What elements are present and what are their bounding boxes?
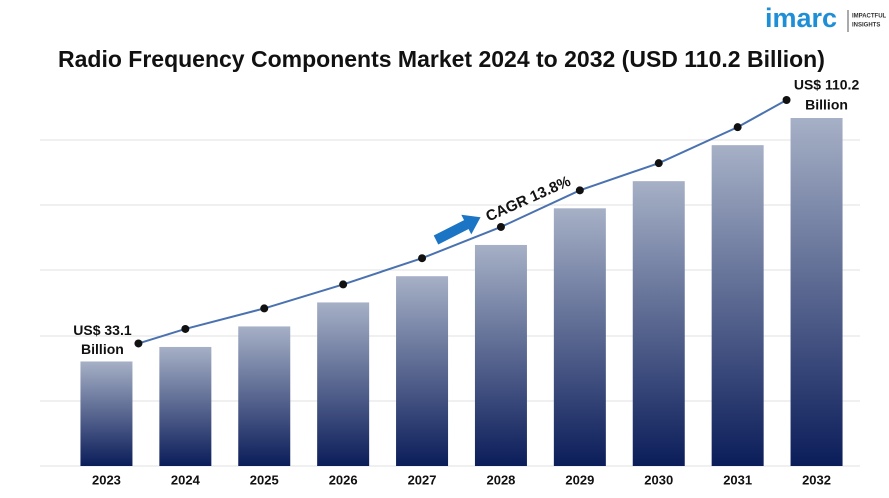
trend-dot [418, 254, 427, 263]
x-tick-label: 2024 [171, 472, 201, 487]
x-tick-label: 2032 [802, 472, 831, 487]
trend-dot [654, 159, 663, 168]
x-tick-label: 2026 [329, 472, 358, 487]
end-label: Billion [805, 97, 848, 113]
trend-dot [575, 186, 584, 195]
bar [711, 145, 764, 466]
trend-dot [339, 280, 348, 289]
trend-dot [134, 339, 143, 348]
bar [632, 181, 685, 466]
bar [317, 302, 370, 466]
start-label: US$ 33.1 [73, 322, 132, 338]
bar [396, 276, 449, 466]
start-label: Billion [81, 341, 124, 357]
trend-dot [733, 123, 742, 132]
logo-tagline: IMPACTFUL [852, 14, 887, 20]
bar [474, 244, 527, 466]
trend-dot [782, 96, 791, 104]
x-tick-label: 2031 [723, 472, 752, 487]
trend-line [138, 99, 788, 345]
bar [159, 346, 212, 466]
cagr-arrow [433, 214, 481, 245]
trend-dot [496, 222, 505, 231]
bar [80, 361, 133, 466]
bar [238, 326, 291, 466]
bar [790, 118, 843, 466]
end-label: US$ 110.2 [794, 77, 860, 93]
trend-dot [260, 304, 269, 313]
logo-tagline: INSIGHTS [852, 23, 880, 29]
x-tick-label: 2025 [250, 472, 279, 487]
x-tick-label: 2030 [644, 472, 673, 487]
x-tick-label: 2027 [408, 472, 437, 487]
arrow-shaft [433, 219, 471, 245]
trend-dot [181, 324, 190, 333]
logo: imarc [765, 3, 837, 33]
bar [553, 208, 606, 466]
arrow-head [461, 214, 481, 235]
x-tick-label: 2029 [565, 472, 594, 487]
chart-title: Radio Frequency Components Market 2024 t… [58, 46, 825, 72]
x-tick-label: 2023 [92, 472, 121, 487]
x-tick-label: 2028 [486, 472, 515, 487]
